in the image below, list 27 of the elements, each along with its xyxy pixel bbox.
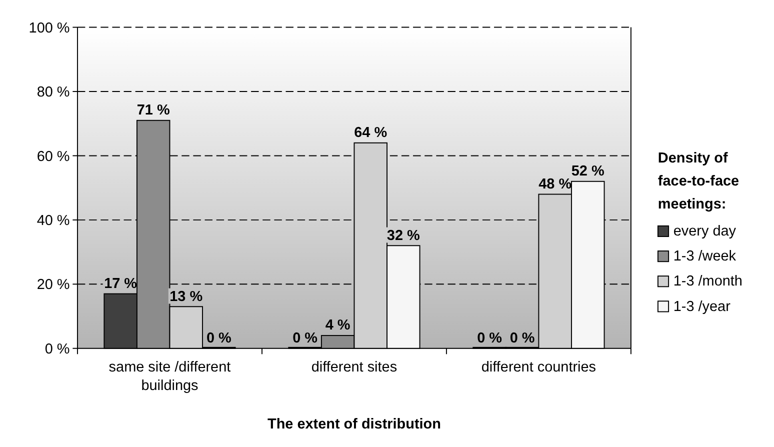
y-tick-label: 40 %	[36, 212, 70, 229]
data-label: 13 %	[170, 288, 203, 305]
y-tick-label: 80 %	[36, 84, 70, 101]
data-label: 0 %	[477, 330, 502, 347]
legend-label: 1-3 /month	[673, 274, 742, 290]
y-tick-label: 0 %	[44, 341, 70, 358]
legend-title: Density of face-to-face meetings:	[658, 150, 740, 213]
x-tick-label: same site /different buildings	[108, 360, 231, 394]
x-axis-title: The extent of distribution	[268, 416, 441, 432]
data-label: 52 %	[571, 164, 604, 180]
x-tick-label: different countries	[481, 360, 596, 376]
legend-label: 1-3 /year	[673, 298, 731, 315]
data-label: 48 %	[538, 176, 572, 192]
data-label: 0 %	[510, 330, 535, 347]
x-tick-label: different sites	[311, 360, 398, 376]
data-label: 32 %	[386, 228, 420, 244]
legend-label: every day	[673, 224, 737, 240]
y-tick-label: 100 %	[28, 20, 70, 36]
data-label: 71 %	[136, 102, 170, 119]
data-label: 17 %	[104, 276, 138, 292]
data-label: 0 %	[206, 330, 232, 347]
y-tick-label: 20 %	[36, 277, 70, 294]
legend-label: 1-3 /week	[673, 248, 737, 265]
y-tick-label: 60 %	[36, 148, 70, 165]
data-label: 64 %	[354, 125, 388, 142]
data-label: 4 %	[325, 318, 350, 334]
data-label: 0 %	[292, 330, 318, 347]
